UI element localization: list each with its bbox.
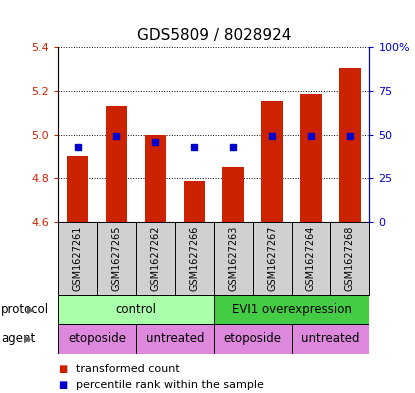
Text: ■: ■ — [58, 380, 67, 390]
Bar — [214, 295, 369, 324]
Text: agent: agent — [1, 332, 35, 345]
Text: untreated: untreated — [301, 332, 360, 345]
Text: GSM1627266: GSM1627266 — [189, 226, 199, 291]
Bar — [67, 156, 88, 222]
Bar — [145, 134, 166, 222]
Bar — [339, 68, 361, 222]
Bar — [106, 106, 127, 222]
Bar — [222, 167, 244, 222]
Text: ▶: ▶ — [27, 305, 34, 314]
Bar — [214, 324, 292, 354]
Bar — [183, 180, 205, 222]
Title: GDS5809 / 8028924: GDS5809 / 8028924 — [137, 28, 291, 43]
Text: GSM1627267: GSM1627267 — [267, 226, 277, 291]
Text: untreated: untreated — [146, 332, 204, 345]
Text: GSM1627261: GSM1627261 — [73, 226, 83, 291]
Bar — [58, 295, 214, 324]
Text: EVI1 overexpression: EVI1 overexpression — [232, 303, 352, 316]
Bar — [261, 101, 283, 222]
Text: ▶: ▶ — [24, 334, 31, 344]
Text: protocol: protocol — [1, 303, 49, 316]
Text: etoposide: etoposide — [68, 332, 126, 345]
Bar — [136, 324, 214, 354]
Text: percentile rank within the sample: percentile rank within the sample — [76, 380, 264, 390]
Text: transformed count: transformed count — [76, 364, 179, 375]
Text: GSM1627262: GSM1627262 — [150, 226, 160, 291]
Text: GSM1627265: GSM1627265 — [112, 226, 122, 291]
Text: GSM1627264: GSM1627264 — [306, 226, 316, 291]
Bar — [58, 324, 136, 354]
Text: ■: ■ — [58, 364, 67, 375]
Bar — [291, 324, 369, 354]
Bar — [300, 94, 322, 222]
Text: GSM1627263: GSM1627263 — [228, 226, 238, 291]
Text: GSM1627268: GSM1627268 — [345, 226, 355, 291]
Text: control: control — [115, 303, 156, 316]
Text: etoposide: etoposide — [224, 332, 282, 345]
